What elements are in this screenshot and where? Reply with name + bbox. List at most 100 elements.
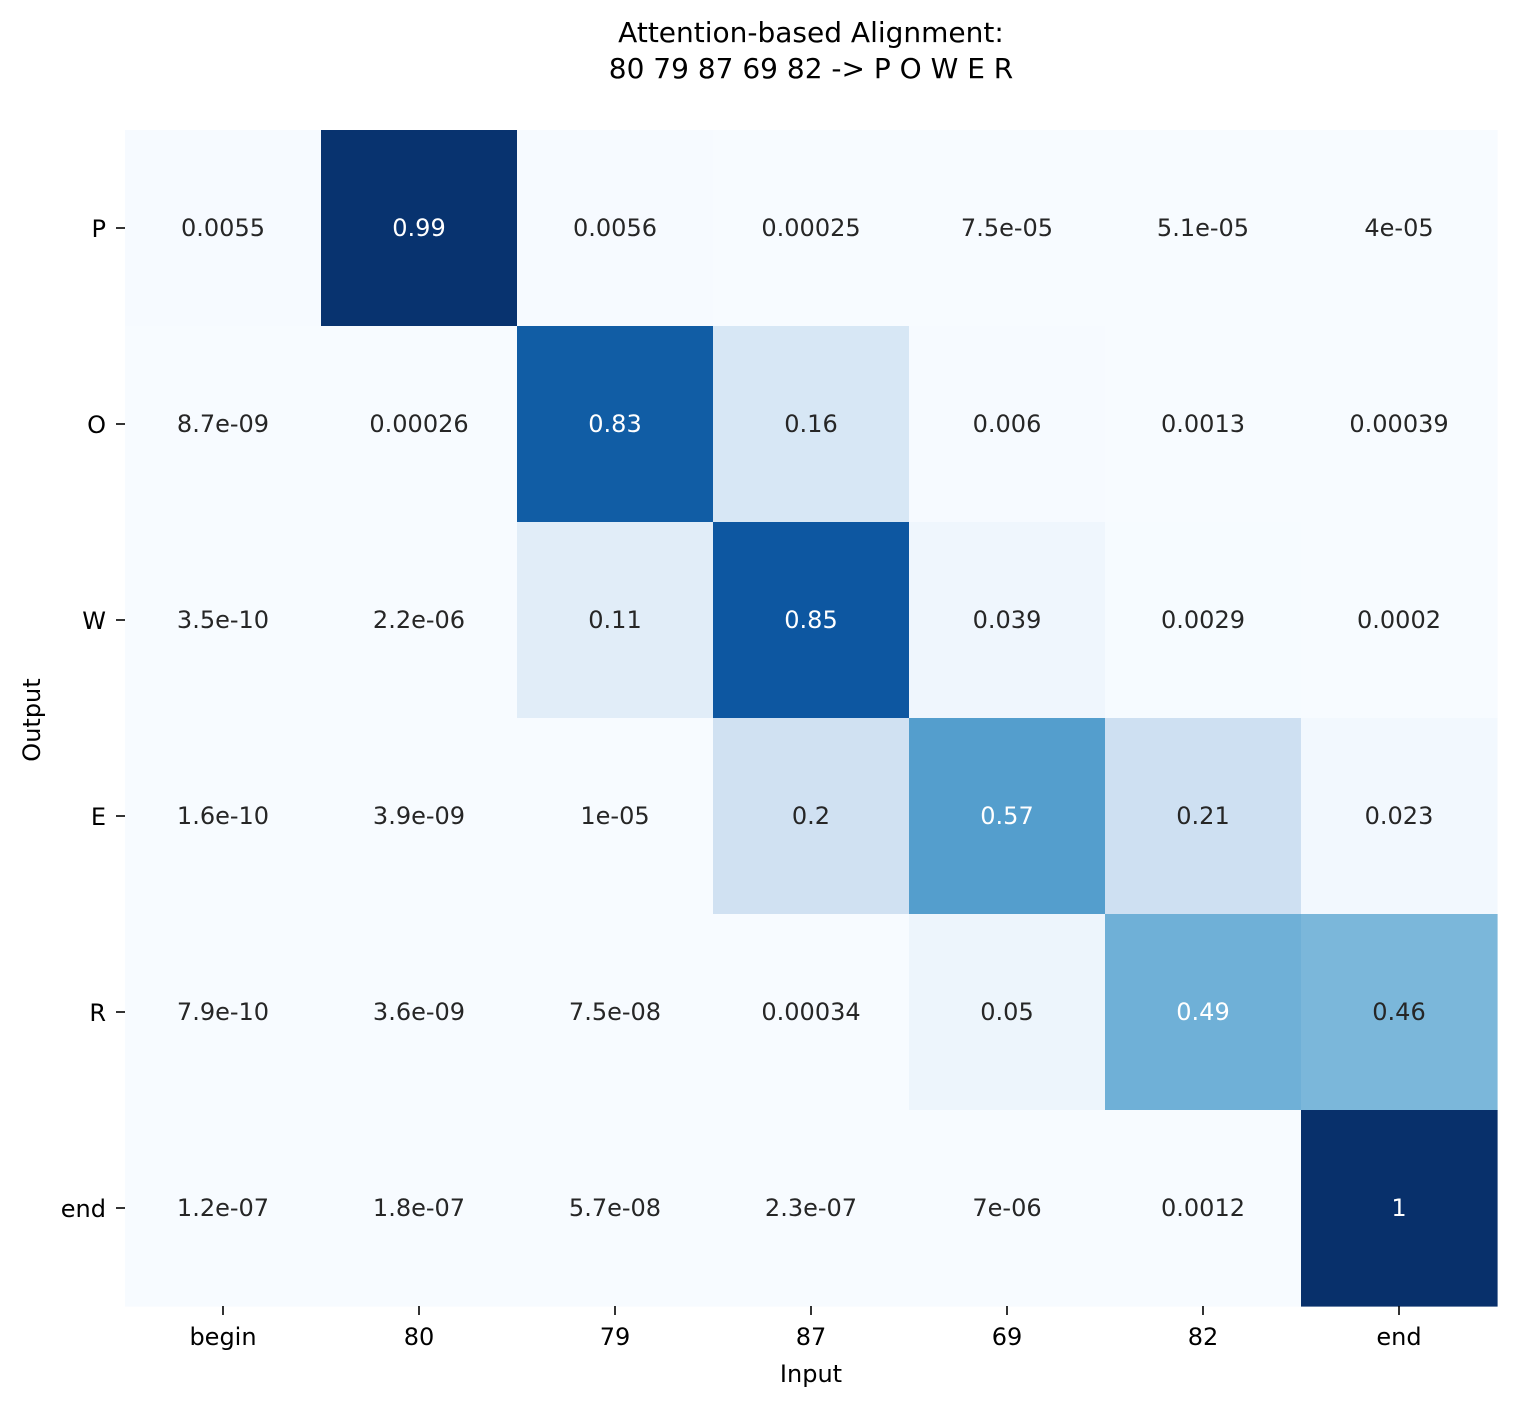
cell-annotation: 0.05 [980,998,1033,1026]
heatmap-cell [1105,522,1302,719]
cell-annotation: 7e-06 [972,1194,1041,1222]
heatmap-cell [1301,522,1498,719]
heatmap-cell [1105,1110,1302,1307]
heatmap-cell [1105,326,1302,523]
heatmap-cell [1105,718,1302,915]
cell-annotation: 0.039 [973,606,1042,634]
cell-annotation: 0.57 [980,802,1033,830]
heatmap-cell [517,326,714,523]
heatmap-cell [321,914,518,1111]
cell-annotation: 3.6e-09 [373,998,465,1026]
cell-annotation: 7.5e-05 [961,214,1053,242]
cell-annotation: 0.023 [1365,802,1434,830]
heatmap-cell [517,914,714,1111]
y-tick-label: E [91,803,106,831]
heatmap-cell [713,130,910,327]
heatmap-cell [125,914,322,1111]
cell-annotation: 3.9e-09 [373,802,465,830]
cell-annotation: 0.00025 [761,214,860,242]
cell-annotation: 0.11 [588,606,641,634]
cell-annotation: 1e-05 [580,802,649,830]
heatmap-cell [1105,130,1302,327]
heatmap-cell [321,718,518,915]
heatmap-cell [1105,914,1302,1111]
heatmap-cell [1301,914,1498,1111]
heatmap-cell [517,1110,714,1307]
heatmap-cell [909,130,1106,327]
heatmap-cell [713,718,910,915]
cell-annotation: 0.006 [973,410,1042,438]
x-tick-label: 80 [404,1323,435,1351]
heatmap-cell [321,326,518,523]
heatmap-cell [909,718,1106,915]
cell-annotation: 1 [1391,1194,1406,1222]
x-tick-label: 87 [796,1323,827,1351]
heatmap-cell [713,326,910,523]
heatmap-cell [1301,130,1498,327]
heatmap-cell [713,522,910,719]
cell-annotation: 0.99 [392,214,445,242]
heatmap-cell [713,914,910,1111]
cell-annotation: 0.0055 [181,214,265,242]
heatmap-cell [1301,1110,1498,1307]
x-tick-label: 69 [992,1323,1023,1351]
cell-annotation: 8.7e-09 [177,410,269,438]
cell-annotation: 1.8e-07 [373,1194,465,1222]
x-tick-label: begin [189,1323,256,1351]
y-tick-label: O [87,411,106,439]
x-axis-ticks: begin 80 79 87 69 82 end [189,1306,1422,1351]
cell-annotation: 3.5e-10 [177,606,269,634]
y-tick-label: R [89,999,106,1027]
heatmap-cell [909,1110,1106,1307]
cell-annotation: 1.6e-10 [177,802,269,830]
x-tick-label: end [1376,1323,1421,1351]
cell-annotation: 5.7e-08 [569,1194,661,1222]
heatmap-cell [517,130,714,327]
cell-annotation: 2.3e-07 [765,1194,857,1222]
cell-annotation: 0.0002 [1357,606,1441,634]
cell-annotation: 7.9e-10 [177,998,269,1026]
cell-annotation: 0.0012 [1161,1194,1245,1222]
heatmap-cell [1301,326,1498,523]
y-tick-label: end [61,1195,106,1223]
cell-annotation: 0.00026 [369,410,468,438]
cell-annotation: 0.0056 [573,214,657,242]
heatmap-cell [321,522,518,719]
heatmap-cell [321,1110,518,1307]
cell-annotation: 1.2e-07 [177,1194,269,1222]
heatmap-cell [909,522,1106,719]
heatmap-cell [125,1110,322,1307]
cell-annotation: 0.85 [784,606,837,634]
cell-annotation: 0.00039 [1349,410,1448,438]
heatmap-cell [909,326,1106,523]
heatmap-cell [517,718,714,915]
heatmap-cell [713,1110,910,1307]
heatmap-cell [909,914,1106,1111]
cell-annotation: 5.1e-05 [1157,214,1249,242]
heatmap-cells: 0.0055 0.99 0.0056 0.00025 7.5e-05 5.1e-05 4e-… [125,130,1498,1307]
cell-annotation: 0.0029 [1161,606,1245,634]
heatmap-cell [321,130,518,327]
cell-annotation: 0.16 [784,410,837,438]
cell-annotation: 0.21 [1176,802,1229,830]
cell-annotation: 0.2 [792,802,830,830]
cell-annotation: 0.49 [1176,998,1229,1026]
cell-annotation: 2.2e-06 [373,606,465,634]
cell-annotation: 4e-05 [1364,214,1433,242]
x-axis-label: Input [780,1360,842,1388]
cell-annotation: 0.83 [588,410,641,438]
heatmap-cell [125,522,322,719]
cell-annotation: 0.46 [1372,998,1425,1026]
x-tick-label: 82 [1188,1323,1219,1351]
chart-title-line-1: Attention-based Alignment: [618,16,1004,49]
cell-annotation: 0.00034 [761,998,860,1026]
heatmap-cell [125,130,322,327]
heatmap-cell [517,522,714,719]
y-axis-label: Output [18,678,46,761]
y-tick-label: P [92,215,106,243]
x-tick-label: 79 [600,1323,631,1351]
heatmap-cell [1301,718,1498,915]
heatmap-cell [125,326,322,523]
